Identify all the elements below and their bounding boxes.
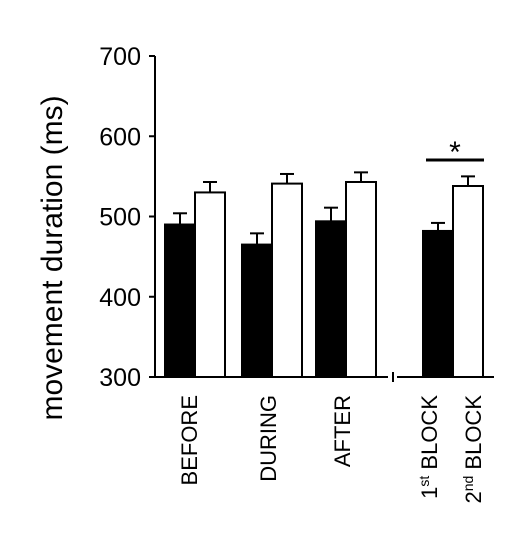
bar-black <box>164 223 196 378</box>
bar-white <box>452 185 484 378</box>
y-tick-label: 400 <box>99 284 141 312</box>
bar-black <box>241 243 273 378</box>
significance-star: * <box>449 136 461 169</box>
y-tick-label: 700 <box>99 43 141 71</box>
x-category-label: BEFORE <box>177 395 202 485</box>
chart-bars <box>164 180 484 378</box>
y-tick-label: 300 <box>99 364 141 392</box>
x-category-label: 2nd BLOCK <box>460 395 486 504</box>
chart-axes: 300 400 500 600 700 <box>99 43 494 392</box>
y-axis-title: movement duration (ms) <box>36 95 69 420</box>
bar-white <box>194 191 226 378</box>
x-category-label: DURING <box>256 395 281 482</box>
bar-white <box>345 180 377 378</box>
x-category-label: AFTER <box>330 395 355 467</box>
bar-black <box>422 229 454 378</box>
chart-labels: BEFORE DURING AFTER 1st BLOCK 2nd BLOCK * <box>177 136 486 504</box>
bar-white <box>271 182 303 378</box>
x-category-label: 1st BLOCK <box>416 395 442 499</box>
chart-error-bars <box>173 171 475 245</box>
y-tick-label: 500 <box>99 204 141 232</box>
y-tick-label: 600 <box>99 123 141 151</box>
bar-black <box>315 220 347 378</box>
